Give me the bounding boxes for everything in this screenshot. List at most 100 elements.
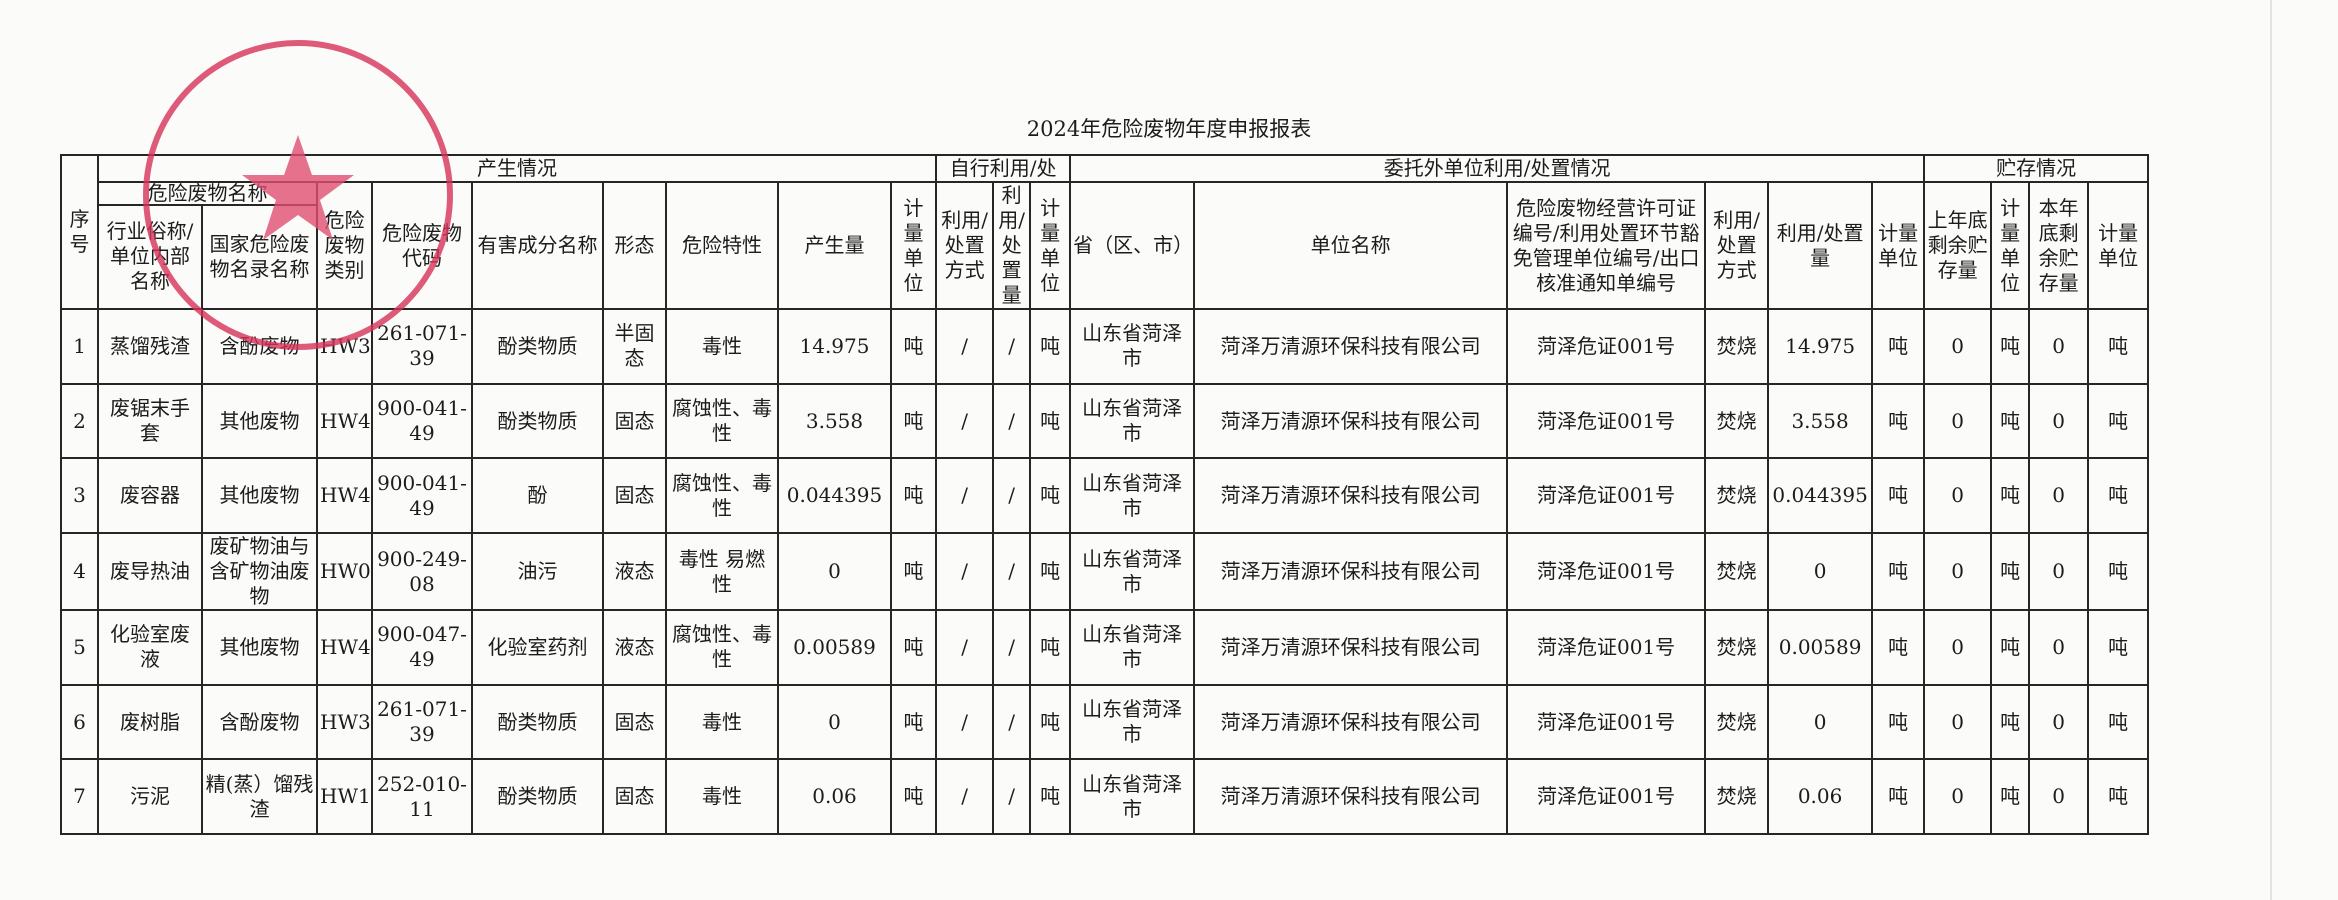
header-company: 单位名称: [1193, 181, 1509, 310]
cell-industry-name: 废锯末手套: [97, 382, 203, 460]
header-method: 利用/处置方式: [1704, 181, 1770, 310]
cell-method: 焚烧: [1704, 609, 1770, 686]
cell-code: 261-071-39: [371, 683, 473, 761]
cell-seq: 4: [60, 532, 99, 612]
cell-this-year-storage: 0: [2028, 683, 2090, 761]
table-row: 1蒸馏残渣含酚废物HW39261-071-39酚类物质半固态毒性14.975吨/…: [60, 308, 2150, 385]
cell-amount: 0.044395: [777, 457, 892, 535]
cell-unit: 吨: [889, 532, 938, 612]
cell-form: 液态: [602, 532, 667, 612]
cell-this-year-storage: 0: [2028, 457, 2090, 535]
cell-form: 固态: [602, 457, 667, 535]
header-storage: 贮存情况: [1923, 154, 2150, 183]
header-unit2: 计量单位: [1029, 181, 1072, 310]
cell-company: 菏泽万清源环保科技有限公司: [1193, 758, 1509, 836]
cell-harmful: 酚类物质: [471, 683, 604, 761]
cell-last-year-storage: 0: [1923, 308, 1993, 385]
cell-disposal-amount: 14.975: [1767, 308, 1874, 385]
header-this-year: 本年底剩余贮存量: [2028, 181, 2090, 310]
header-entrusted: 委托外单位利用/处置情况: [1069, 154, 1926, 183]
header-self-method: 利用/处置方式: [935, 181, 995, 310]
cell-license: 菏泽危证001号: [1506, 308, 1707, 385]
cell-form: 固态: [602, 382, 667, 460]
header-hazard: 危险特性: [665, 181, 779, 310]
cell-self-amount: /: [992, 683, 1032, 761]
cell-license: 菏泽危证001号: [1506, 758, 1707, 836]
cell-company: 菏泽万清源环保科技有限公司: [1193, 683, 1509, 761]
cell-disposal-amount: 0: [1767, 532, 1874, 612]
cell-disposal-amount: 0: [1767, 683, 1874, 761]
cell-last-year-storage: 0: [1923, 457, 1993, 535]
header-seq: 序号: [60, 154, 99, 310]
cell-province: 山东省菏泽市: [1069, 683, 1196, 761]
cell-self-unit: 吨: [1029, 609, 1072, 686]
cell-disposal-unit: 吨: [1871, 308, 1926, 385]
cell-national-name: 其他废物: [201, 609, 318, 686]
cell-last-year-unit: 吨: [1990, 758, 2031, 836]
cell-self-method: /: [935, 382, 995, 460]
cell-self-unit: 吨: [1029, 758, 1072, 836]
cell-last-year-unit: 吨: [1990, 308, 2031, 385]
cell-category: HW11: [316, 758, 373, 836]
cell-license: 菏泽危证001号: [1506, 683, 1707, 761]
cell-seq: 2: [60, 382, 99, 460]
table-row: 6废树脂含酚废物HW39261-071-39酚类物质固态毒性0吨//吨山东省菏泽…: [60, 683, 2150, 761]
table-row: 3废容器其他废物HW49900-041-49酚固态腐蚀性、毒性0.044395吨…: [60, 457, 2150, 535]
cell-form: 半固态: [602, 308, 667, 385]
cell-last-year-unit: 吨: [1990, 457, 2031, 535]
cell-national-name: 精(蒸）馏残渣: [201, 758, 318, 836]
cell-hazard: 毒性: [665, 683, 779, 761]
cell-last-year-storage: 0: [1923, 683, 1993, 761]
cell-self-unit: 吨: [1029, 683, 1072, 761]
cell-national-name: 含酚废物: [201, 683, 318, 761]
table-row: 2废锯末手套其他废物HW49900-041-49酚类物质固态腐蚀性、毒性3.55…: [60, 382, 2150, 460]
cell-disposal-amount: 0.06: [1767, 758, 1874, 836]
cell-disposal-unit: 吨: [1871, 457, 1926, 535]
cell-unit: 吨: [889, 308, 938, 385]
cell-this-year-unit: 吨: [2087, 532, 2150, 612]
cell-amount: 14.975: [777, 308, 892, 385]
header-waste-name: 危险废物名称: [97, 181, 318, 206]
cell-seq: 3: [60, 457, 99, 535]
cell-last-year-storage: 0: [1923, 382, 1993, 460]
cell-province: 山东省菏泽市: [1069, 758, 1196, 836]
table-row: 5化验室废液其他废物HW49900-047-49化验室药剂液态腐蚀性、毒性0.0…: [60, 609, 2150, 686]
cell-unit: 吨: [889, 683, 938, 761]
header-national-name: 国家危险废物名录名称: [201, 203, 318, 311]
cell-license: 菏泽危证001号: [1506, 457, 1707, 535]
cell-company: 菏泽万清源环保科技有限公司: [1193, 609, 1509, 686]
hazardous-waste-table: 序号 产生情况 自行利用/处 委托外单位利用/处置情况 贮存情况 危险废物名称 …: [60, 154, 2150, 836]
header-code: 危险废物代码: [371, 181, 473, 310]
header-category: 危险废物类别: [316, 181, 373, 310]
header-self-amount: 利用/处置量: [992, 181, 1032, 310]
cell-unit: 吨: [889, 758, 938, 836]
cell-this-year-storage: 0: [2028, 609, 2090, 686]
header-unit3: 计量单位: [1871, 181, 1926, 310]
cell-last-year-unit: 吨: [1990, 609, 2031, 686]
header-form: 形态: [602, 181, 667, 310]
header-production: 产生情况: [96, 154, 938, 183]
cell-form: 固态: [602, 683, 667, 761]
cell-disposal-unit: 吨: [1871, 382, 1926, 460]
cell-hazard: 毒性 易燃性: [665, 532, 779, 612]
cell-category: HW08: [316, 532, 373, 612]
cell-disposal-unit: 吨: [1871, 609, 1926, 686]
cell-company: 菏泽万清源环保科技有限公司: [1193, 532, 1509, 612]
cell-national-name: 含酚废物: [201, 308, 318, 385]
cell-code: 900-041-49: [371, 457, 473, 535]
cell-unit: 吨: [889, 609, 938, 686]
cell-disposal-unit: 吨: [1871, 683, 1926, 761]
cell-amount: 0: [777, 683, 892, 761]
header-industry-name: 行业俗称/单位内部名称: [97, 203, 203, 311]
cell-license: 菏泽危证001号: [1506, 609, 1707, 686]
cell-last-year-storage: 0: [1923, 609, 1993, 686]
cell-this-year-unit: 吨: [2087, 382, 2150, 460]
cell-disposal-amount: 0.00589: [1767, 609, 1874, 686]
cell-license: 菏泽危证001号: [1506, 382, 1707, 460]
cell-hazard: 腐蚀性、毒性: [665, 457, 779, 535]
cell-amount: 0: [777, 532, 892, 612]
